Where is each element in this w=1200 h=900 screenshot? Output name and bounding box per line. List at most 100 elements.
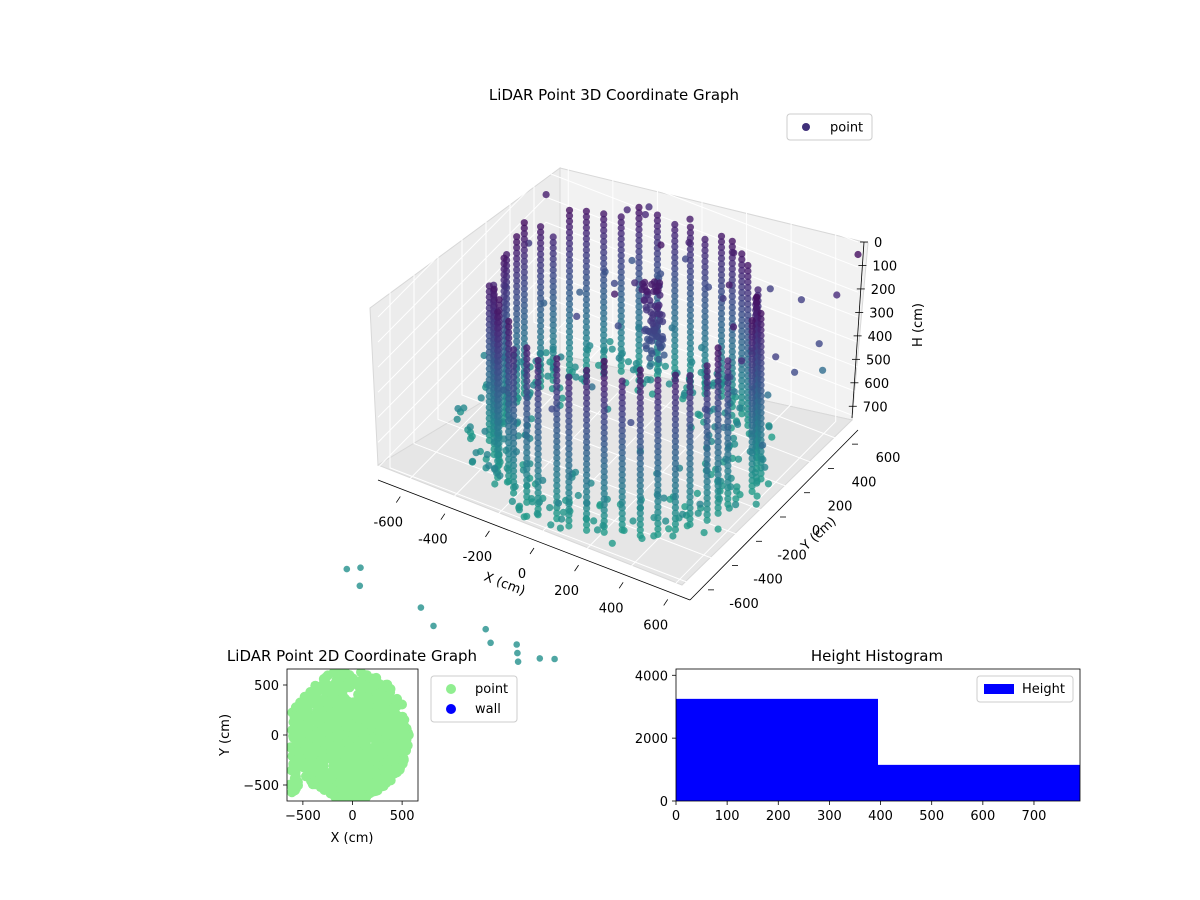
point-3d (641, 283, 649, 291)
point-3d (757, 469, 765, 477)
point-3d (703, 483, 711, 491)
point-3d (748, 350, 756, 358)
point-3d (565, 317, 574, 325)
point-3d (635, 314, 643, 322)
point-3d (523, 476, 531, 484)
point-3d (565, 239, 574, 247)
point-3d (680, 391, 688, 400)
point-3d (618, 454, 626, 462)
point-3d (534, 423, 542, 431)
point-3d (496, 472, 504, 480)
point-3d (686, 454, 694, 462)
point-3d (717, 287, 726, 296)
point-3d (671, 232, 679, 240)
point-3d (494, 341, 502, 349)
point-3d (490, 285, 498, 293)
point-3d (654, 333, 662, 341)
point-3d (491, 464, 499, 472)
point-3d (600, 396, 608, 404)
point-3d (600, 271, 608, 279)
point-3d (701, 340, 709, 348)
point-3d (671, 448, 680, 456)
x-tick-label-3d: 200 (554, 584, 579, 599)
point-3d (513, 310, 521, 318)
point-3d (494, 385, 502, 393)
point-3d (736, 404, 744, 412)
point-3d (665, 380, 673, 388)
point-3d (509, 373, 518, 381)
point-2d (348, 765, 359, 776)
point-3d (748, 339, 756, 347)
point-3d (523, 454, 531, 462)
point-3d (703, 406, 711, 414)
point-3d (748, 460, 756, 468)
x-ticks-3d: -600 -400 -200 0 200 400 600 (374, 496, 668, 633)
point-3d (757, 403, 765, 411)
point-3d (553, 393, 561, 401)
z-axis-label-3d: H (cm) (911, 303, 926, 347)
point-2d (359, 727, 370, 738)
point-3d (582, 246, 591, 254)
point-3d (703, 456, 711, 464)
x-tick-label-3d: -400 (418, 533, 448, 548)
point-3d (728, 309, 736, 317)
point-3d (565, 245, 574, 253)
point-3d (534, 461, 542, 469)
point-3d (542, 349, 550, 357)
point-3d (520, 257, 528, 265)
point-3d (636, 371, 644, 380)
point-3d (703, 417, 711, 425)
point-3d (654, 459, 662, 467)
point-3d (600, 221, 608, 229)
point-3d (509, 406, 518, 414)
point-3d (544, 372, 552, 380)
point-3d (636, 487, 644, 495)
point-3d (641, 211, 650, 219)
point-3d (534, 412, 542, 420)
point-3d (635, 231, 643, 239)
point-3d (549, 343, 557, 351)
y-tick-label-3d: -200 (777, 548, 807, 563)
point-3d (643, 376, 651, 384)
point-3d (701, 241, 709, 249)
point-3d (534, 378, 542, 387)
point-3d (453, 415, 461, 423)
point-3d (671, 388, 680, 396)
point-3d (654, 514, 662, 522)
point-3d (791, 368, 799, 376)
point-3d (728, 314, 736, 323)
point-3d (686, 273, 695, 281)
point-3d (766, 285, 774, 293)
point-3d (549, 283, 557, 291)
legend-3d: point (786, 113, 873, 141)
point-3d (714, 405, 722, 413)
point-2d (327, 693, 338, 704)
point-3d (732, 495, 740, 503)
point-3d (523, 355, 531, 363)
x-tick-label-histogram: 100 (715, 809, 740, 824)
point-3d (608, 345, 616, 353)
point-3d (738, 299, 746, 308)
point-3d (565, 311, 574, 319)
point-3d (748, 322, 756, 330)
point-2d (395, 712, 406, 723)
point-3d (635, 341, 643, 349)
point-3d (513, 304, 521, 312)
point-3d (748, 443, 756, 451)
point-3d (617, 246, 625, 254)
point-3d (523, 349, 531, 357)
point-2d (374, 698, 385, 709)
point-3d (654, 393, 662, 401)
point-3d (553, 459, 561, 468)
point-3d (600, 232, 608, 240)
point-3d (520, 235, 528, 243)
point-3d (600, 210, 608, 218)
point-2d (365, 711, 376, 721)
point-3d (703, 478, 711, 486)
point-3d (618, 377, 626, 385)
point-3d (505, 317, 513, 325)
legend-2d-marker-point (446, 684, 456, 694)
point-3d (509, 445, 518, 453)
point-3d (537, 344, 545, 352)
legend-histogram-label: Height (1022, 682, 1065, 697)
